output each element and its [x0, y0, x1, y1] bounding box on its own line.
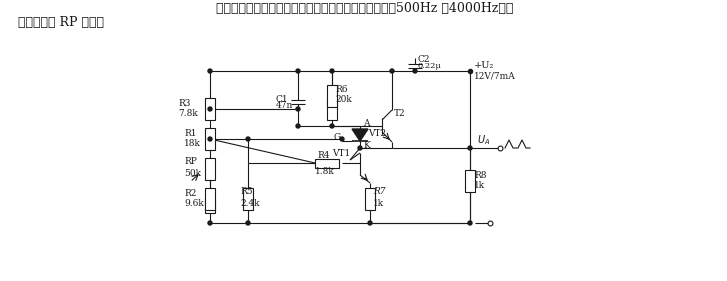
Text: VT1: VT1 — [332, 148, 350, 157]
Text: R1: R1 — [184, 128, 196, 137]
Text: R5: R5 — [240, 187, 252, 196]
Text: G: G — [333, 133, 340, 142]
Text: 1k: 1k — [474, 182, 485, 191]
Text: VT2: VT2 — [368, 130, 386, 139]
Text: $U_A$: $U_A$ — [477, 133, 490, 147]
Text: R2: R2 — [184, 189, 196, 198]
Text: 20k: 20k — [335, 94, 352, 103]
Text: 12V/7mA: 12V/7mA — [474, 71, 515, 80]
Circle shape — [208, 69, 212, 73]
Polygon shape — [352, 129, 368, 141]
Text: 1.8k: 1.8k — [315, 167, 334, 176]
Text: R4: R4 — [317, 151, 329, 160]
Bar — [205, 158, 215, 180]
Bar — [315, 158, 339, 167]
Circle shape — [413, 69, 417, 73]
Bar — [365, 188, 375, 210]
Text: 50k: 50k — [184, 169, 201, 178]
Text: R7: R7 — [373, 187, 385, 196]
Text: 1k: 1k — [373, 200, 384, 209]
Circle shape — [330, 69, 334, 73]
Circle shape — [340, 137, 344, 141]
Circle shape — [468, 146, 472, 150]
Text: 47n: 47n — [276, 101, 294, 110]
Bar — [465, 170, 475, 192]
Bar — [205, 199, 215, 213]
Circle shape — [330, 124, 334, 128]
Text: R6: R6 — [335, 85, 348, 94]
Text: +U₂: +U₂ — [474, 62, 494, 71]
Circle shape — [208, 107, 212, 111]
Text: C1: C1 — [276, 94, 289, 103]
Bar — [205, 128, 215, 150]
Circle shape — [296, 69, 300, 73]
Text: 0.22μ: 0.22μ — [418, 62, 442, 70]
Text: 通过电位器 RP 调整。: 通过电位器 RP 调整。 — [18, 17, 104, 30]
Circle shape — [296, 107, 300, 111]
Text: 18k: 18k — [184, 139, 201, 148]
Circle shape — [246, 137, 250, 141]
Text: 7.8k: 7.8k — [178, 110, 198, 119]
Bar — [327, 98, 337, 120]
Text: RP: RP — [184, 157, 197, 167]
Circle shape — [390, 69, 394, 73]
Bar — [243, 188, 253, 210]
Text: K: K — [363, 142, 370, 151]
Text: T2: T2 — [394, 110, 406, 119]
Circle shape — [368, 221, 372, 225]
Bar — [205, 188, 215, 210]
Circle shape — [296, 124, 300, 128]
Bar — [327, 85, 337, 107]
Text: 2.4k: 2.4k — [240, 200, 260, 209]
Circle shape — [358, 146, 362, 150]
Circle shape — [208, 221, 212, 225]
Text: 9.6k: 9.6k — [184, 200, 204, 209]
Text: R8: R8 — [474, 171, 486, 180]
Circle shape — [208, 137, 212, 141]
Circle shape — [246, 221, 250, 225]
Text: 采用晶闸管和晶体管的脉冲发生器电路。脉冲频率从约500Hz 至4000Hz，可: 采用晶闸管和晶体管的脉冲发生器电路。脉冲频率从约500Hz 至4000Hz，可 — [217, 3, 514, 15]
Text: R3: R3 — [178, 99, 190, 108]
Bar — [205, 98, 215, 120]
Circle shape — [468, 221, 472, 225]
Text: A: A — [363, 119, 369, 128]
Text: C2: C2 — [418, 55, 430, 64]
